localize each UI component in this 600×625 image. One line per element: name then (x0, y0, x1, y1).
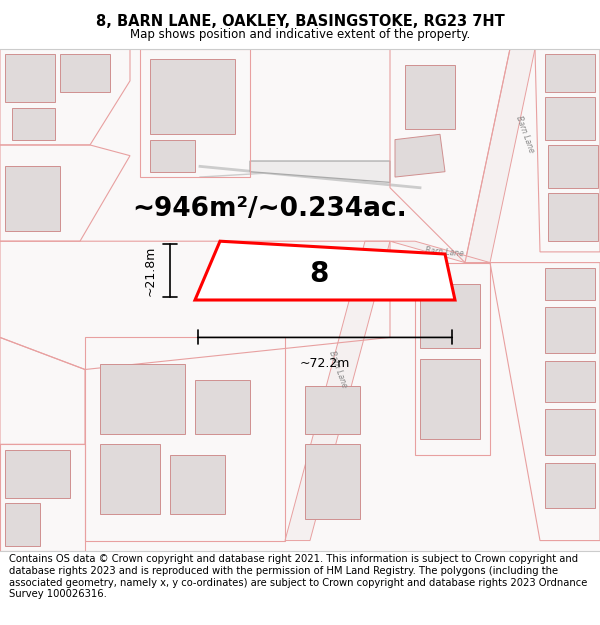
Polygon shape (285, 241, 390, 541)
Polygon shape (195, 380, 250, 434)
Polygon shape (545, 308, 595, 354)
Polygon shape (170, 455, 225, 514)
Text: ~946m²/~0.234ac.: ~946m²/~0.234ac. (133, 196, 407, 222)
Polygon shape (305, 386, 360, 434)
Polygon shape (545, 54, 595, 91)
Text: 8, BARN LANE, OAKLEY, BASINGSTOKE, RG23 7HT: 8, BARN LANE, OAKLEY, BASINGSTOKE, RG23 … (95, 14, 505, 29)
Polygon shape (5, 449, 70, 498)
Text: Barn Lane: Barn Lane (425, 246, 464, 258)
Polygon shape (545, 462, 595, 509)
Text: 8: 8 (309, 260, 328, 288)
Polygon shape (150, 59, 235, 134)
Polygon shape (420, 284, 480, 348)
Polygon shape (545, 409, 595, 455)
Polygon shape (545, 361, 595, 402)
Text: ~72.2m: ~72.2m (300, 357, 350, 369)
Polygon shape (545, 268, 595, 300)
Polygon shape (0, 49, 600, 551)
Polygon shape (195, 241, 455, 300)
Polygon shape (548, 193, 598, 241)
Polygon shape (100, 364, 185, 434)
Polygon shape (420, 359, 480, 439)
Polygon shape (545, 97, 595, 139)
Polygon shape (5, 166, 60, 231)
Polygon shape (390, 241, 490, 262)
Text: ~21.8m: ~21.8m (143, 246, 157, 296)
Text: Barn Lane: Barn Lane (514, 114, 536, 154)
Text: Barn Lane: Barn Lane (327, 350, 349, 389)
Polygon shape (305, 444, 360, 519)
Polygon shape (250, 161, 390, 182)
Polygon shape (12, 107, 55, 139)
Polygon shape (465, 49, 535, 262)
Text: Map shows position and indicative extent of the property.: Map shows position and indicative extent… (130, 28, 470, 41)
Polygon shape (548, 145, 598, 188)
Polygon shape (150, 139, 195, 172)
Polygon shape (395, 134, 445, 177)
Text: Contains OS data © Crown copyright and database right 2021. This information is : Contains OS data © Crown copyright and d… (9, 554, 587, 599)
Polygon shape (5, 54, 55, 102)
Polygon shape (60, 54, 110, 91)
Polygon shape (405, 65, 455, 129)
Polygon shape (100, 444, 160, 514)
Polygon shape (5, 503, 40, 546)
